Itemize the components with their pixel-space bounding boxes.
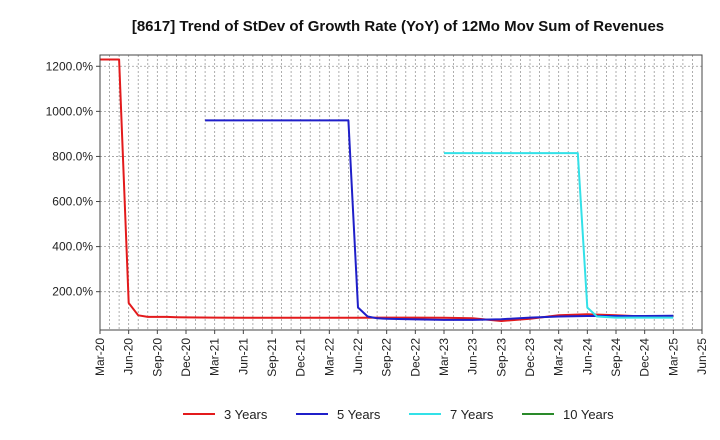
x-tick-label: Mar-24	[552, 338, 566, 376]
x-tick-label: Sep-21	[265, 338, 279, 377]
legend-label-7-years: 7 Years	[450, 407, 494, 422]
y-tick-label: 800.0%	[52, 149, 93, 163]
x-tick-label: Dec-20	[179, 338, 193, 377]
series-line-3-years	[100, 58, 674, 322]
legend: 3 Years 5 Years 7 Years 10 Years	[183, 407, 614, 422]
series-line-7-years	[444, 152, 674, 319]
x-tick-label: Jun-20	[122, 338, 136, 375]
series-lines	[100, 58, 674, 322]
x-tick-label: Jun-25	[695, 338, 709, 375]
x-tick-label: Dec-22	[408, 338, 422, 377]
x-tick-label: Mar-22	[322, 338, 336, 376]
x-tick-label: Sep-23	[494, 338, 508, 377]
x-tick-label: Dec-21	[294, 338, 308, 377]
x-tick-label: Sep-24	[609, 338, 623, 377]
chart-title: [8617] Trend of StDev of Growth Rate (Yo…	[132, 18, 664, 35]
legend-label-3-years: 3 Years	[224, 407, 268, 422]
x-tick-label: Jun-24	[580, 338, 594, 375]
x-tick-label: Mar-25	[666, 338, 680, 376]
series-line-5-years	[205, 119, 674, 321]
legend-label-10-years: 10 Years	[563, 407, 614, 422]
x-tick-label: Dec-24	[638, 338, 652, 377]
y-axis: 200.0% 400.0% 600.0% 800.0% 1000.0% 1200.0%	[46, 59, 100, 299]
x-tick-label: Dec-23	[523, 338, 537, 377]
grid-lines	[99, 55, 703, 330]
x-tick-label: Jun-22	[351, 338, 365, 375]
x-tick-label: Mar-20	[93, 338, 107, 376]
legend-label-5-years: 5 Years	[337, 407, 381, 422]
y-tick-label: 200.0%	[52, 285, 93, 299]
x-tick-label: Mar-23	[437, 338, 451, 376]
x-tick-label: Jun-21	[236, 338, 250, 375]
x-tick-label: Mar-21	[208, 338, 222, 376]
x-axis: Mar-20 Jun-20 Sep-20 Dec-20 Mar-21 Jun-21 Sep-…	[93, 330, 709, 377]
x-tick-label: Sep-20	[150, 338, 164, 377]
plot-frame	[99, 54, 703, 331]
x-tick-label: Jun-23	[466, 338, 480, 375]
y-tick-label: 600.0%	[52, 195, 93, 209]
y-tick-label: 1000.0%	[46, 104, 94, 118]
y-tick-label: 1200.0%	[46, 59, 94, 73]
x-tick-label: Sep-22	[380, 338, 394, 377]
y-tick-label: 400.0%	[52, 240, 93, 254]
